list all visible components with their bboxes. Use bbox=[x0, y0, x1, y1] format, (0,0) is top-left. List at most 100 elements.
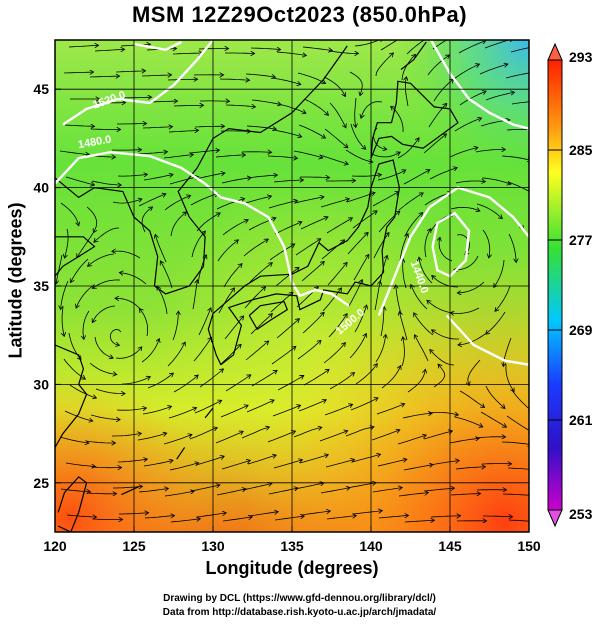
streamline bbox=[501, 155, 529, 160]
streamline bbox=[424, 229, 431, 258]
streamline bbox=[297, 72, 325, 83]
streamline bbox=[403, 465, 432, 471]
streamline bbox=[450, 494, 480, 495]
credit-data: Data from http://database.rish.kyoto-u.a… bbox=[162, 607, 437, 618]
streamline bbox=[294, 483, 323, 490]
streamline bbox=[169, 463, 198, 471]
streamline bbox=[355, 364, 377, 385]
streamline bbox=[351, 175, 381, 177]
streamline bbox=[352, 211, 377, 229]
streamline bbox=[506, 129, 529, 131]
streamline bbox=[350, 398, 377, 411]
streamline bbox=[351, 455, 380, 463]
x-tick-label: 135 bbox=[280, 538, 304, 554]
streamline bbox=[93, 305, 116, 322]
streamline bbox=[116, 298, 142, 311]
streamline bbox=[138, 194, 165, 207]
streamline bbox=[483, 516, 512, 517]
streamline bbox=[77, 232, 94, 257]
streamline bbox=[326, 516, 356, 520]
streamline bbox=[196, 513, 226, 518]
streamline bbox=[241, 152, 271, 153]
streamline bbox=[196, 213, 220, 232]
axis-ticks: 120 125 130 135 140 145 150 25 30 35 40 45 bbox=[33, 81, 540, 554]
colorbar-tick-label: 293 bbox=[569, 49, 593, 65]
streamline bbox=[195, 173, 224, 180]
y-tick-label: 45 bbox=[33, 81, 49, 97]
streamline bbox=[375, 54, 393, 77]
streamline bbox=[268, 488, 297, 495]
streamline bbox=[172, 53, 202, 54]
streamline bbox=[195, 457, 224, 466]
streamline bbox=[511, 101, 529, 105]
streamline bbox=[241, 427, 269, 439]
contour-line bbox=[62, 40, 214, 126]
streamline bbox=[345, 149, 372, 162]
streamline bbox=[56, 254, 63, 283]
streamline bbox=[94, 49, 124, 51]
streamline bbox=[168, 130, 198, 132]
streamline bbox=[321, 240, 344, 260]
streamline bbox=[300, 177, 329, 178]
streamline bbox=[164, 491, 193, 497]
streamline bbox=[486, 311, 506, 334]
streamline bbox=[220, 406, 247, 418]
streamline bbox=[496, 285, 511, 311]
coastline bbox=[55, 344, 88, 448]
streamline bbox=[429, 168, 457, 180]
streamline bbox=[250, 48, 280, 50]
streamline bbox=[480, 411, 506, 427]
streamline bbox=[245, 342, 268, 361]
streamline bbox=[138, 489, 168, 493]
streamline bbox=[485, 385, 504, 408]
streamline bbox=[222, 220, 248, 236]
streamline bbox=[272, 129, 301, 137]
streamline bbox=[218, 289, 234, 314]
streamline bbox=[216, 489, 245, 496]
streamline bbox=[91, 467, 121, 468]
streamline bbox=[326, 218, 352, 234]
streamline bbox=[294, 197, 323, 204]
streamline bbox=[302, 46, 332, 50]
streamline bbox=[61, 280, 69, 309]
streamline bbox=[398, 493, 428, 497]
temperature-field bbox=[55, 40, 529, 532]
streamline bbox=[274, 516, 304, 521]
streamline bbox=[141, 75, 171, 76]
streamline bbox=[454, 118, 481, 132]
x-tick-label: 120 bbox=[43, 538, 67, 554]
streamline bbox=[225, 375, 250, 392]
streamline bbox=[293, 428, 321, 438]
coastline bbox=[121, 486, 139, 496]
streamline bbox=[376, 404, 404, 415]
streamline bbox=[485, 92, 514, 101]
streamline bbox=[143, 175, 172, 181]
streamline bbox=[217, 240, 238, 262]
streamline bbox=[247, 175, 277, 179]
coastline bbox=[248, 301, 289, 331]
streamline bbox=[407, 370, 425, 393]
streamline bbox=[191, 232, 205, 258]
height-contours bbox=[55, 40, 529, 366]
streamline bbox=[428, 301, 454, 314]
streamline bbox=[83, 310, 90, 339]
streamline bbox=[60, 202, 79, 225]
contour-line bbox=[429, 40, 529, 130]
streamline bbox=[93, 279, 121, 288]
x-tick-label: 140 bbox=[359, 538, 383, 554]
streamline bbox=[251, 371, 277, 387]
streamline bbox=[163, 435, 191, 445]
coastline bbox=[55, 236, 96, 278]
streamline bbox=[117, 174, 147, 176]
coastline bbox=[204, 407, 214, 419]
contour-line bbox=[431, 211, 471, 278]
streamline bbox=[449, 438, 478, 444]
streamline bbox=[137, 433, 166, 441]
y-tick-label: 25 bbox=[33, 475, 49, 491]
streamline bbox=[494, 259, 505, 287]
streamline bbox=[371, 153, 400, 158]
streamline bbox=[90, 129, 120, 130]
streamline bbox=[501, 441, 529, 445]
streamline bbox=[173, 105, 203, 106]
streamline bbox=[400, 312, 408, 341]
